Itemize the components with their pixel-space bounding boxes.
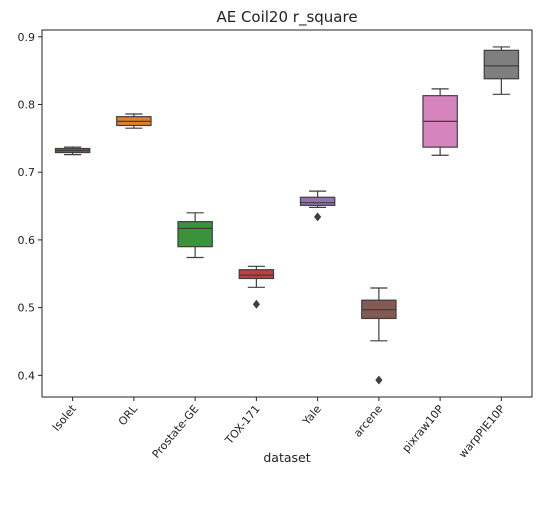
y-tick-label: 0.7 (18, 166, 36, 179)
outlier-point (252, 299, 260, 309)
x-tick-label: TOX-171 (222, 403, 263, 448)
y-tick-label: 0.6 (18, 234, 36, 247)
y-tick-label: 0.8 (18, 98, 36, 111)
y-tick-label: 0.4 (18, 369, 36, 382)
x-tick-label: Prostate-GE (150, 403, 202, 461)
box-warppie10p (483, 49, 520, 80)
y-tick-label: 0.5 (18, 302, 36, 315)
outlier-point (314, 212, 322, 222)
box-tox-171 (238, 269, 275, 280)
x-tick-label: pixraw10P (400, 402, 447, 455)
plot-frame (41, 29, 533, 398)
box-yale (299, 196, 336, 206)
box-prostate-ge (177, 221, 213, 248)
x-tick-label: arcene (351, 402, 385, 439)
x-tick-label: Isolet (50, 402, 80, 434)
x-axis-label: dataset (263, 450, 310, 465)
chart-title: AE Coil20 r_square (216, 8, 357, 27)
outlier-point (375, 375, 383, 385)
x-tick-label: ORL (116, 402, 141, 428)
y-tick-label: 0.9 (18, 31, 36, 44)
x-tick-label: warpPIE10P (456, 402, 508, 460)
x-tick-label: Yale (299, 402, 324, 428)
plot-area: 0.4 0.5 0.6 0.7 0.8 0.9 Isolet ORL Prostate-GE TO… (18, 29, 533, 461)
